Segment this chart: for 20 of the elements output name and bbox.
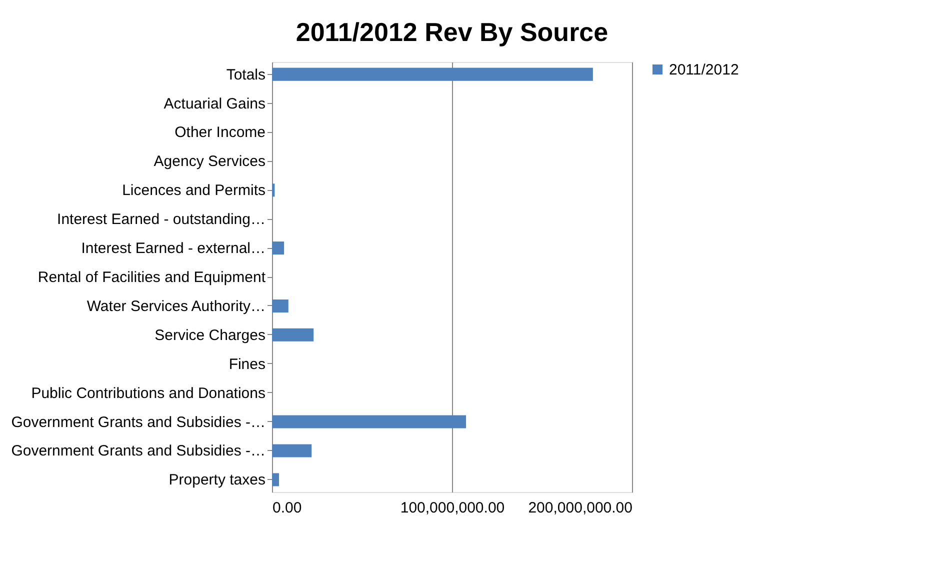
- x-tick-label: 200,000,000.00: [528, 500, 632, 516]
- legend-label: 2011/2012: [669, 62, 739, 78]
- y-tick-label: Property taxes: [168, 472, 266, 489]
- y-tick-label: Government Grants and Subsidies -…: [11, 442, 266, 460]
- y-tick-label: Actuarial Gains: [164, 95, 266, 112]
- y-tick-label: Licences and Permits: [122, 182, 266, 200]
- y-tick-label: Interest Earned - outstanding…: [57, 211, 266, 228]
- y-tick-label: Water Services Authority…: [86, 298, 266, 315]
- y-tick-label: Fines: [228, 356, 266, 373]
- y-tick-label: Interest Earned - external…: [81, 240, 266, 258]
- y-tick-label: Government Grants and Subsidies -…: [11, 414, 266, 431]
- y-tick-label: Public Contributions and Donations: [31, 384, 266, 402]
- y-tick-label: Rental of Facilities and Equipment: [38, 269, 266, 286]
- x-tick-label: 100,000,000.00: [400, 500, 505, 516]
- chart-title: 2011/2012 Rev By Source: [296, 17, 608, 47]
- y-tick-label: Service Charges: [154, 326, 266, 344]
- y-tick-label: Totals: [226, 66, 266, 84]
- y-tick-label: Other Income: [174, 124, 266, 142]
- y-tick-label: Agency Services: [154, 153, 266, 170]
- x-tick-label: 0.00: [272, 500, 302, 516]
